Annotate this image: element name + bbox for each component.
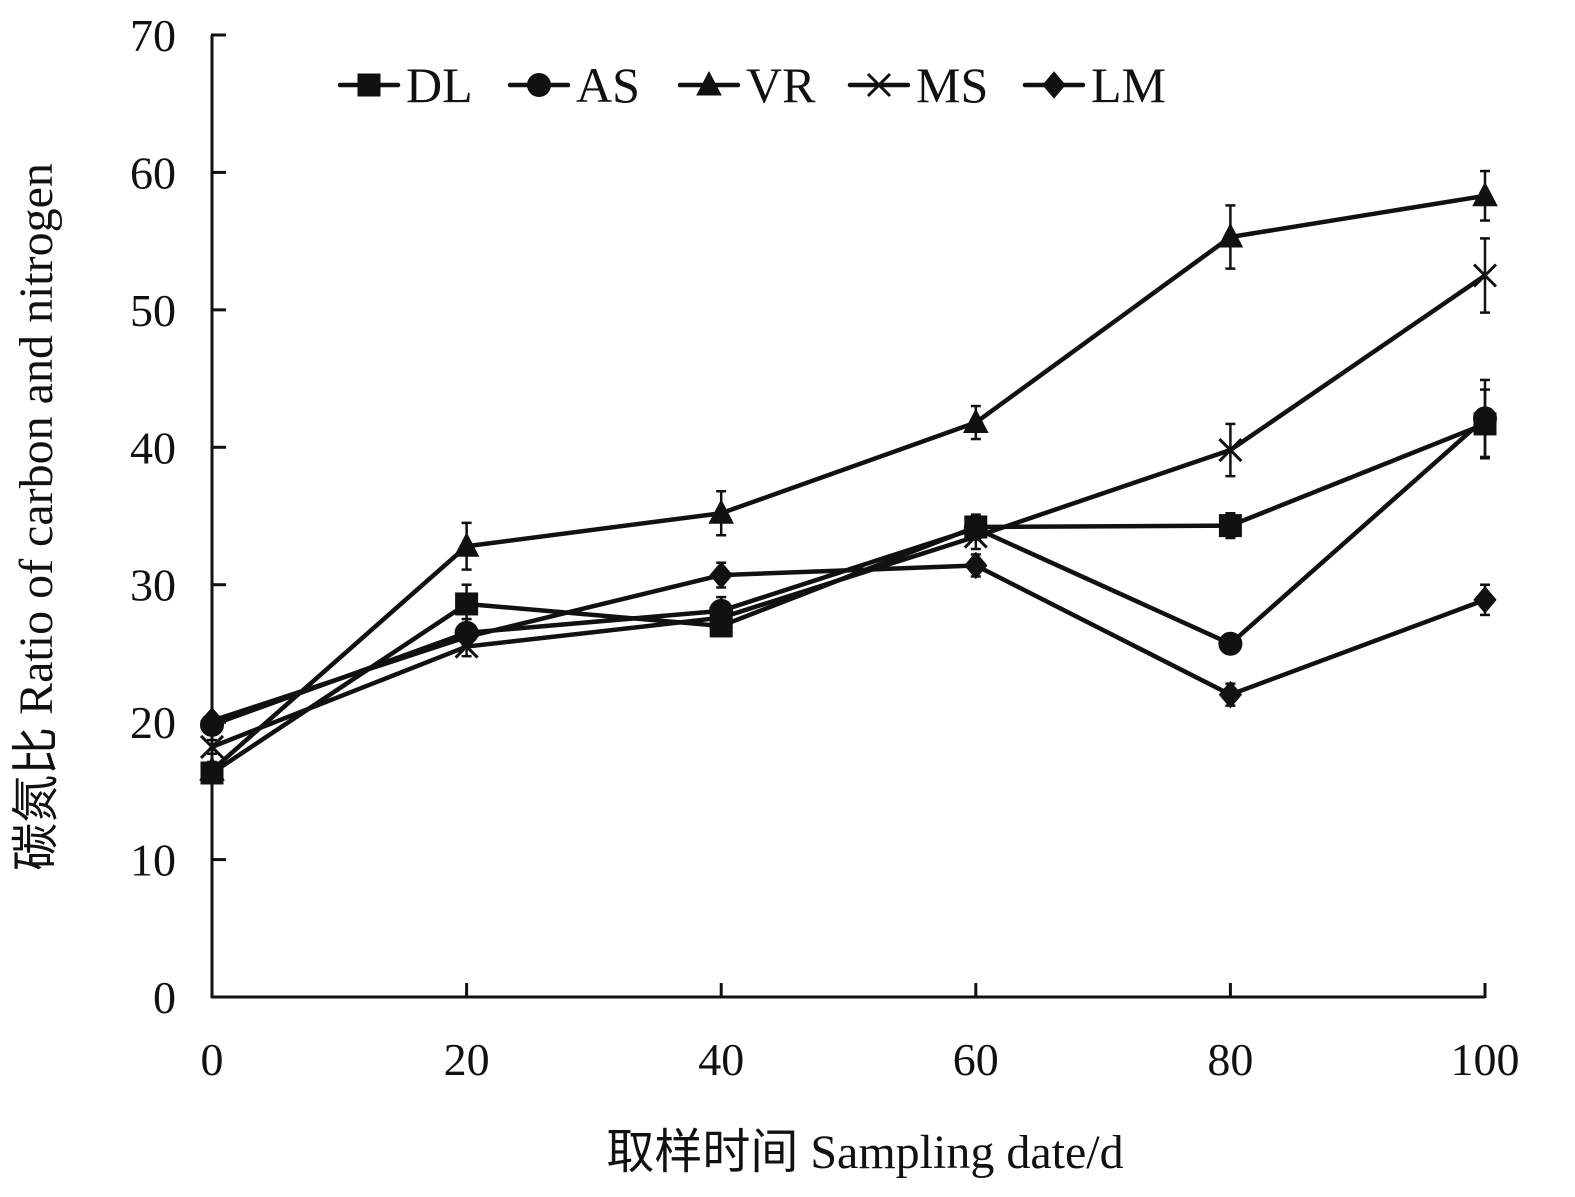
data-point-lm-diamond-marker bbox=[200, 706, 224, 735]
data-point-dl-square-marker bbox=[1218, 514, 1242, 538]
data-point-lm-diamond-marker bbox=[1473, 586, 1497, 614]
x-tick-label: 80 bbox=[1207, 1034, 1253, 1085]
series-as bbox=[200, 378, 1497, 737]
data-point-ms-x-marker-stroke bbox=[199, 734, 225, 759]
x-tick-label: 0 bbox=[201, 1034, 224, 1085]
y-tick-label: 60 bbox=[130, 147, 176, 198]
y-axis-title: 碳氮比 Ratio of carbon and nitrogen bbox=[10, 163, 63, 871]
series-ms bbox=[199, 237, 1498, 759]
data-point-as-circle-marker bbox=[1473, 406, 1497, 431]
data-point-ms-x-marker-stroke bbox=[963, 524, 988, 549]
data-point-lm-diamond-marker bbox=[709, 561, 733, 589]
legend-item-dl: DL bbox=[337, 57, 473, 113]
y-tick-label: 30 bbox=[130, 560, 176, 611]
data-point-ms-x-marker bbox=[199, 734, 225, 759]
data-point-lm-diamond-marker bbox=[454, 623, 479, 651]
data-point-ms-x-marker bbox=[1472, 263, 1498, 288]
series-line-dl bbox=[209, 421, 1488, 776]
data-point-ms-x-marker bbox=[1218, 437, 1243, 463]
x-tick-label: 20 bbox=[444, 1034, 490, 1085]
x-tick-label: 100 bbox=[1451, 1034, 1520, 1085]
series-vr bbox=[199, 169, 1498, 781]
legend-item-ms: MS bbox=[847, 57, 988, 113]
legend-label-ms: MS bbox=[916, 57, 988, 113]
data-point-ms-x-marker-stroke bbox=[709, 605, 734, 630]
data-point-vr-triangle-marker bbox=[962, 408, 989, 434]
y-tick-label: 50 bbox=[130, 285, 176, 336]
series-layer bbox=[199, 169, 1498, 785]
legend-item-lm: LM bbox=[1022, 57, 1166, 113]
legend-vr-triangle-marker bbox=[696, 70, 722, 96]
legend-item-as: AS bbox=[507, 57, 640, 113]
x-tick-label: 40 bbox=[698, 1034, 744, 1085]
data-point-dl-square-marker bbox=[455, 592, 479, 616]
y-tick-label: 0 bbox=[153, 972, 176, 1023]
data-point-ms-x-marker-stroke bbox=[1472, 263, 1498, 288]
y-tick-label: 10 bbox=[130, 835, 176, 886]
series-line-lm bbox=[209, 563, 1488, 724]
legend-label-lm: LM bbox=[1091, 57, 1166, 113]
data-point-as-circle-marker bbox=[1218, 631, 1243, 656]
data-point-vr-triangle-marker bbox=[1217, 222, 1244, 248]
legend-lm-diamond-marker bbox=[1042, 71, 1066, 99]
axes-layer: 0 10 20 30 40 50 60 70 0 20 40 60 80 100 bbox=[130, 10, 1520, 1085]
legend-label-vr: VR bbox=[746, 57, 816, 113]
y-tick-label: 70 bbox=[130, 10, 176, 61]
legend-ms-x-marker bbox=[866, 72, 892, 98]
data-point-lm-diamond-marker bbox=[964, 551, 988, 580]
legend-label-dl: DL bbox=[406, 57, 473, 113]
data-point-lm-diamond-marker bbox=[1218, 680, 1243, 709]
legend-label-as: AS bbox=[576, 57, 640, 113]
x-tick-label: 60 bbox=[953, 1034, 999, 1085]
legend-item-vr: VR bbox=[677, 57, 816, 113]
legend: DL AS VR MS LM bbox=[337, 57, 1166, 113]
data-point-ms-x-marker bbox=[709, 605, 734, 630]
series-lm bbox=[200, 551, 1497, 735]
data-point-vr-triangle-marker bbox=[1472, 181, 1498, 207]
data-point-vr-triangle-marker bbox=[199, 756, 225, 781]
legend-ms-x-marker-stroke bbox=[866, 72, 892, 98]
series-line-ms bbox=[209, 273, 1488, 750]
series-line-vr bbox=[209, 193, 1488, 773]
legend-as-circle-marker bbox=[527, 73, 551, 97]
legend-dl-square-marker bbox=[357, 73, 381, 97]
data-point-vr-triangle-marker bbox=[453, 532, 480, 557]
x-axis-title: 取样时间 Sampling date/d bbox=[606, 1126, 1123, 1179]
y-tick-label: 20 bbox=[130, 697, 176, 748]
data-point-ms-x-marker bbox=[963, 524, 988, 549]
data-point-ms-x-marker-stroke bbox=[1218, 437, 1243, 463]
y-tick-label: 40 bbox=[130, 422, 176, 473]
series-dl bbox=[200, 388, 1497, 785]
data-point-vr-triangle-marker bbox=[708, 499, 735, 524]
